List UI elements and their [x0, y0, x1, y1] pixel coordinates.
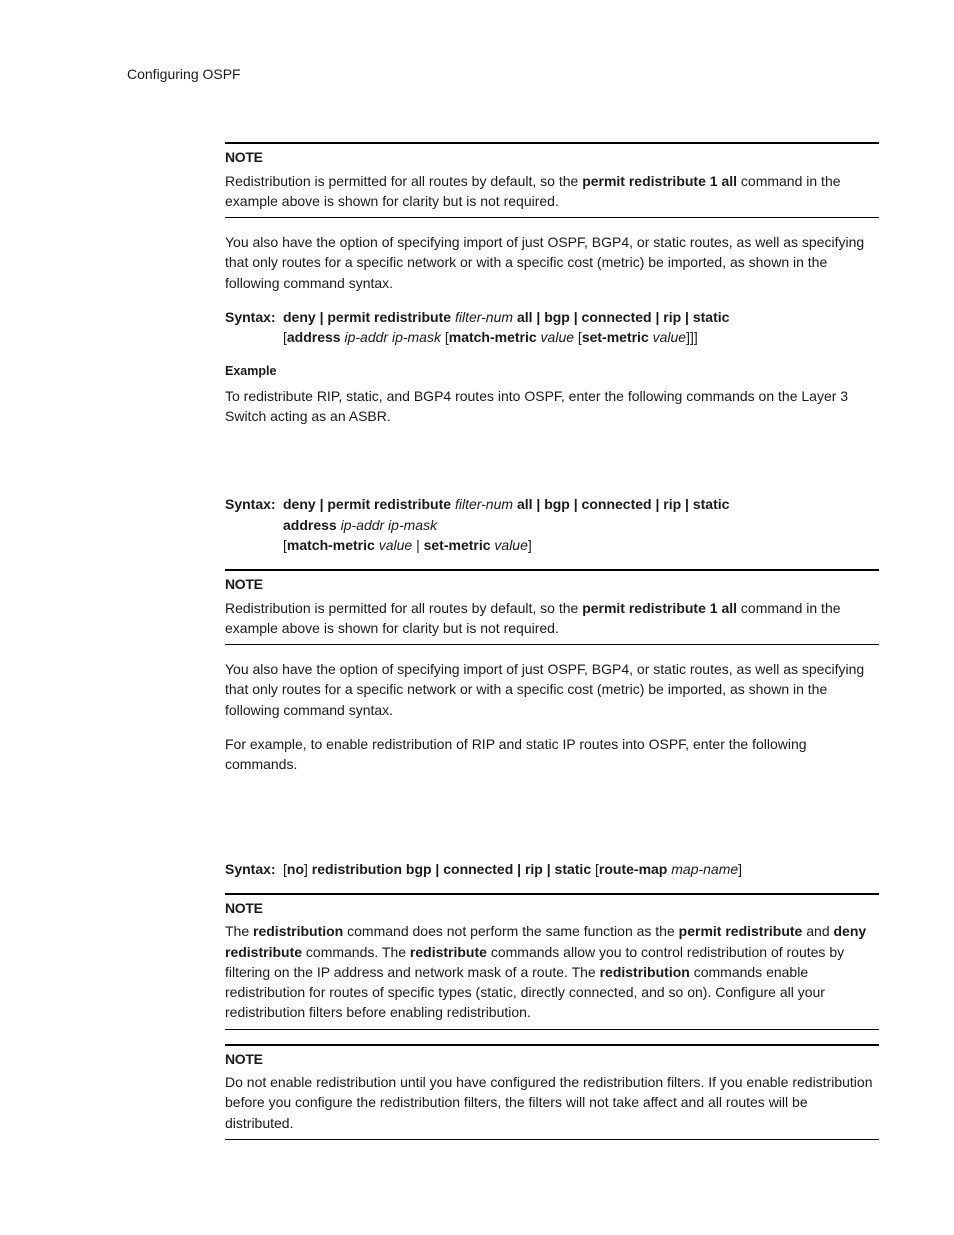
note-label: NOTE [225, 147, 879, 167]
note-text: Redistribution is permitted for all rout… [225, 598, 879, 639]
arg: value [375, 537, 416, 553]
text: The [225, 923, 253, 939]
arg: ip-addr ip-mask [337, 517, 437, 533]
kw: all | bgp | connected | rip | static [517, 496, 729, 512]
syntax-cont: [match-metric value | set-metric value] [283, 535, 879, 555]
arg: ip-addr ip-mask [341, 329, 445, 345]
kw: match-metric [287, 537, 375, 553]
syntax-cont: address ip-addr ip-mask [283, 515, 879, 535]
arg: filter-num [451, 496, 517, 512]
syntax-body: [no] redistribution bgp | connected | ri… [283, 859, 879, 879]
syntax-label: Syntax: [225, 859, 283, 879]
kw: redistribute [410, 944, 487, 960]
kw: set-metric [582, 329, 649, 345]
syntax-block-2: Syntax: deny | permit redistribute filte… [225, 494, 879, 555]
command: permit redistribute 1 all [582, 600, 737, 616]
kw: match-metric [449, 329, 537, 345]
note-block-3: NOTE The redistribution command does not… [225, 893, 879, 1030]
paragraph: To redistribute RIP, static, and BGP4 ro… [225, 386, 879, 427]
syntax-body: deny | permit redistribute filter-num al… [283, 494, 879, 514]
text: command does not perform the same functi… [343, 923, 678, 939]
kw: address [283, 517, 337, 533]
content-body: NOTE Redistribution is permitted for all… [225, 142, 879, 1140]
text: Redistribution is permitted for all rout… [225, 600, 582, 616]
bracket: ] [304, 861, 312, 877]
note-block-2: NOTE Redistribution is permitted for all… [225, 569, 879, 645]
kw: route-map [599, 861, 667, 877]
syntax-cont: [address ip-addr ip-mask [match-metric v… [283, 327, 879, 347]
kw: all | bgp | connected | rip | static [517, 309, 729, 325]
kw: permit redistribute [679, 923, 803, 939]
note-label: NOTE [225, 898, 879, 918]
text: commands. The [302, 944, 410, 960]
kw: deny | permit redistribute [283, 309, 451, 325]
arg: value [537, 329, 578, 345]
syntax-block-1: Syntax: deny | permit redistribute filte… [225, 307, 879, 348]
bracket: ] [528, 537, 532, 553]
spacer [225, 789, 879, 859]
kw: address [287, 329, 341, 345]
example-header: Example [225, 362, 879, 380]
note-text: Do not enable redistribution until you h… [225, 1072, 879, 1133]
syntax-block-3: Syntax: [no] redistribution bgp | connec… [225, 859, 879, 879]
syntax-label: Syntax: [225, 494, 283, 514]
arg: value [649, 329, 686, 345]
kw: deny | permit redistribute [283, 496, 451, 512]
note-label: NOTE [225, 574, 879, 594]
text: and [802, 923, 833, 939]
note-block-1: NOTE Redistribution is permitted for all… [225, 142, 879, 218]
note-label: NOTE [225, 1049, 879, 1069]
kw: set-metric [424, 537, 491, 553]
arg: value [491, 537, 528, 553]
command: permit redistribute 1 all [582, 173, 737, 189]
page: Configuring OSPF NOTE Redistribution is … [0, 0, 954, 1214]
page-header: Configuring OSPF [127, 64, 879, 84]
kw: no [287, 861, 304, 877]
kw: redistribution [253, 923, 343, 939]
bracket: ]]] [686, 329, 698, 345]
syntax-body: deny | permit redistribute filter-num al… [283, 307, 879, 327]
syntax-label: Syntax: [225, 307, 283, 327]
bracket: ] [738, 861, 742, 877]
arg: map-name [667, 861, 738, 877]
spacer [225, 440, 879, 494]
note-text: Redistribution is permitted for all rout… [225, 171, 879, 212]
paragraph: For example, to enable redistribution of… [225, 734, 879, 775]
note-block-4: NOTE Do not enable redistribution until … [225, 1044, 879, 1140]
arg: filter-num [451, 309, 517, 325]
note-text: The redistribution command does not perf… [225, 921, 879, 1022]
kw: redistribution bgp | connected | rip | s… [312, 861, 595, 877]
paragraph: You also have the option of specifying i… [225, 232, 879, 293]
text: Redistribution is permitted for all rout… [225, 173, 582, 189]
kw: redistribution [600, 964, 690, 980]
sep: | [416, 537, 424, 553]
paragraph: You also have the option of specifying i… [225, 659, 879, 720]
